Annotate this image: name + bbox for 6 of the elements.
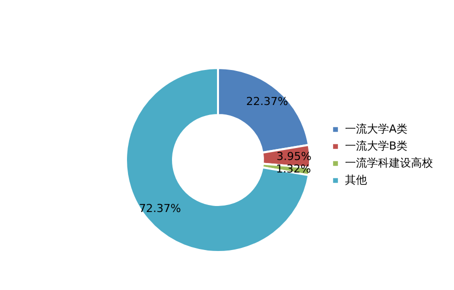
legend-label: 其他 [345, 174, 367, 186]
donut-slice [125, 67, 310, 253]
data-label: 22.37% [246, 95, 288, 108]
legend-label: 一流学科建设高校 [345, 156, 433, 170]
legend-label: 一流大学B类 [345, 140, 408, 152]
legend-label: 一流大学A类 [345, 122, 408, 136]
